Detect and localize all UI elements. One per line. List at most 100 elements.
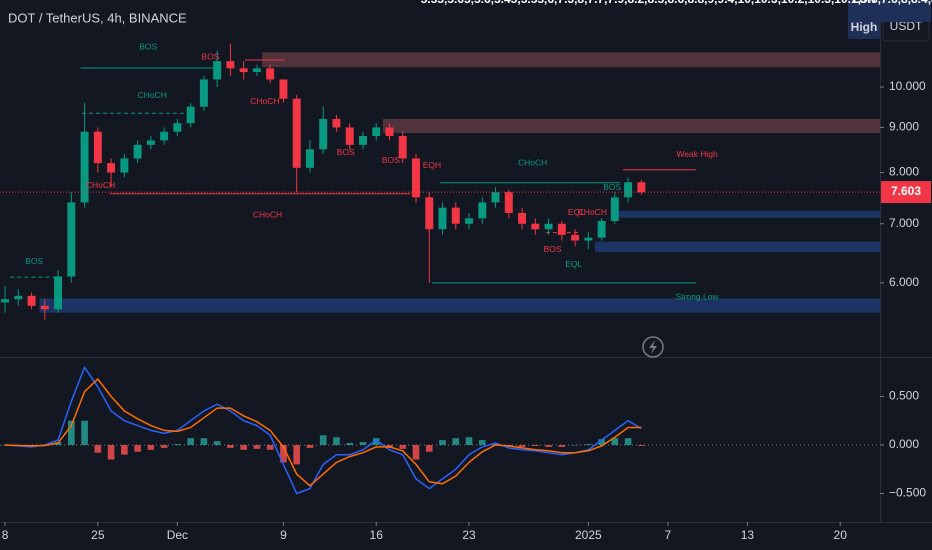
candle-body xyxy=(120,158,129,173)
histogram-bar xyxy=(107,444,115,460)
last-price-label: 7.603 xyxy=(891,184,921,198)
histogram-bar xyxy=(611,438,619,445)
histogram-bar xyxy=(425,444,433,452)
x-tick-label: 23 xyxy=(462,528,476,542)
candle-body xyxy=(199,79,208,107)
candle-body xyxy=(27,295,36,306)
candle-body xyxy=(398,136,407,159)
histogram-bar xyxy=(478,440,486,445)
candle-body xyxy=(186,106,195,124)
zone xyxy=(262,52,880,68)
candle-body xyxy=(80,131,89,203)
candle-body xyxy=(1,299,10,303)
candle-body xyxy=(571,234,580,241)
candle-body xyxy=(438,207,447,230)
candle-body xyxy=(518,212,527,224)
candle-body xyxy=(557,223,566,235)
histogram-bar xyxy=(585,444,592,445)
replay-icon[interactable] xyxy=(642,336,664,358)
histogram-bar xyxy=(518,444,526,447)
histogram-bar xyxy=(319,435,327,445)
low-value: 5.55,5.65,5.6,5.45,5.55,6,7.3,8,7.7,7.9,… xyxy=(421,0,932,6)
candle-body xyxy=(146,140,155,145)
candle-body xyxy=(412,158,420,198)
candle-body xyxy=(213,61,222,80)
structure-label: CHoCH xyxy=(253,209,282,219)
structure-label: CHoCH xyxy=(518,157,547,167)
histogram-bar xyxy=(399,444,407,449)
x-tick-label: 7 xyxy=(665,528,672,542)
candle-body xyxy=(252,68,261,73)
histogram-bar xyxy=(147,444,155,450)
histogram-bar xyxy=(372,438,380,445)
candle-body xyxy=(544,223,553,230)
candle-body xyxy=(319,119,328,150)
y-tick-label: 10.000 xyxy=(889,79,926,93)
structure-label: BOS xyxy=(337,147,355,157)
candle-body xyxy=(93,131,102,164)
zone xyxy=(382,119,880,134)
histogram-bar xyxy=(293,444,301,465)
structure-label: Strong Low xyxy=(676,291,720,301)
x-tick-label: 2025 xyxy=(575,528,602,542)
candle-body xyxy=(624,182,633,198)
candle-body xyxy=(504,192,513,213)
histogram-bar xyxy=(638,444,645,446)
candle-body xyxy=(425,197,434,230)
histogram-bar xyxy=(558,444,566,447)
histogram-bar xyxy=(68,420,75,445)
structure-label: CHoCH xyxy=(86,180,115,190)
candle-body xyxy=(597,221,606,238)
histogram-bar xyxy=(266,444,274,450)
histogram-bar xyxy=(121,444,128,455)
candle-body xyxy=(54,276,63,310)
candle-body xyxy=(358,136,367,145)
histogram-bar xyxy=(439,440,446,445)
structure-label: CHoCH xyxy=(250,96,279,106)
histogram-bar xyxy=(598,439,605,445)
candle-body xyxy=(107,163,116,173)
candle-body xyxy=(478,202,487,219)
candle-body xyxy=(160,131,169,141)
histogram-bar xyxy=(306,444,314,448)
histogram-bar xyxy=(359,442,367,445)
zone xyxy=(617,210,880,218)
structure-label: BOS xyxy=(382,155,400,165)
histogram-bar xyxy=(213,441,221,445)
candle-body xyxy=(14,295,23,300)
structure-label: EQL xyxy=(568,207,585,217)
histogram-bar xyxy=(452,438,460,445)
histogram-bar xyxy=(81,420,88,445)
y-tick-label: 0.500 xyxy=(889,389,919,403)
candle-body xyxy=(173,123,182,132)
macd-line xyxy=(4,377,642,487)
structure-label: BOS xyxy=(25,256,43,266)
candle-body xyxy=(279,79,288,99)
histogram-bar xyxy=(94,444,102,453)
candle-body xyxy=(610,197,619,222)
histogram-bar xyxy=(545,444,552,447)
structure-label: BOS xyxy=(603,182,621,192)
histogram-bar xyxy=(333,437,340,445)
zone xyxy=(594,241,880,253)
zone xyxy=(39,298,881,313)
histogram-bar xyxy=(240,444,247,450)
currency-label[interactable]: USDT xyxy=(890,19,923,33)
candle-body xyxy=(226,61,235,69)
histogram-bar xyxy=(465,437,473,445)
y-tick-label: 6.000 xyxy=(889,275,919,289)
structure-label: EQL xyxy=(565,259,582,269)
histogram-bar xyxy=(532,444,539,446)
y-tick-label: 0.000 xyxy=(889,437,919,451)
low-label: Low xyxy=(852,0,877,6)
x-tick-label: 16 xyxy=(370,528,384,542)
histogram-bar xyxy=(134,444,141,452)
histogram-bar xyxy=(174,444,181,445)
candle-body xyxy=(531,223,540,230)
candle-body xyxy=(385,127,394,137)
candle-body xyxy=(465,218,474,224)
histogram-bar xyxy=(571,444,579,446)
candle-body xyxy=(292,98,301,168)
last-price-badge xyxy=(881,181,931,204)
